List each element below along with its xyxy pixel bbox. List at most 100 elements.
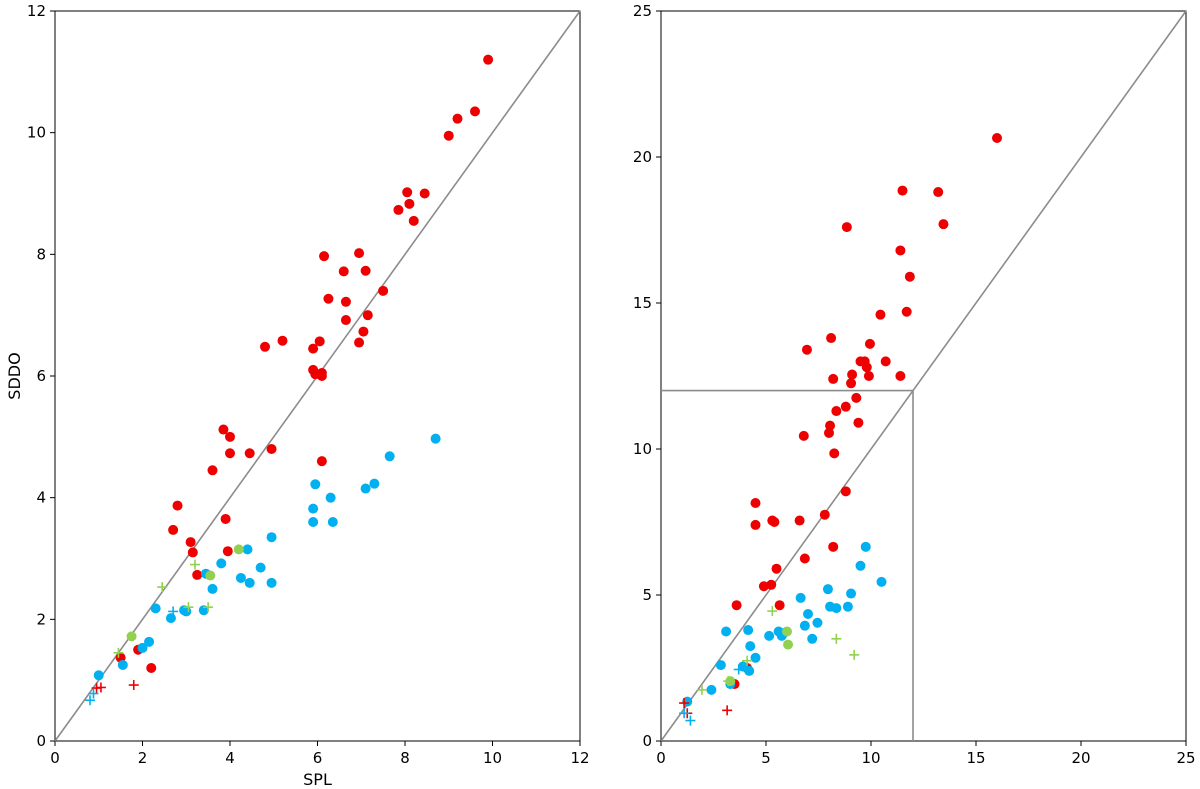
left-blue-circle-point: [255, 562, 266, 573]
right-red-circle-point: [861, 362, 872, 373]
left-y-tick-label: 0: [36, 732, 46, 750]
left-x-tick-label: 10: [483, 749, 502, 767]
right-red-circle-point: [771, 563, 782, 574]
right-green-plus-point: [723, 676, 734, 687]
right-x-tick-label: 10: [861, 749, 880, 767]
left-blue-circle-point: [310, 479, 321, 490]
left-red-circle-point: [340, 296, 351, 307]
left-red-circle-point: [443, 130, 454, 141]
right-green-plus-point: [742, 655, 753, 666]
right-blue-circle-point: [807, 633, 818, 644]
right-x-tick-label: 15: [966, 749, 985, 767]
right-x-tick-label: 25: [1176, 749, 1195, 767]
right-blue-plus-point: [679, 708, 690, 719]
right-blue-circle-point: [846, 588, 857, 599]
right-red-circle-point: [901, 306, 912, 317]
right-x-tick-label: 5: [761, 749, 771, 767]
right-red-circle-point: [875, 309, 886, 320]
right-y-tick-label: 15: [633, 294, 652, 312]
right-red-circle-point: [846, 378, 857, 389]
right-red-circle-point: [840, 401, 851, 412]
right-x-tick-label: 20: [1071, 749, 1090, 767]
right-red-circle-point: [750, 498, 761, 509]
right-red-circle-point: [828, 541, 839, 552]
left-blue-circle-point: [308, 517, 319, 527]
left-blue-circle-point: [266, 532, 277, 543]
right-red-circle-point: [794, 515, 805, 526]
left-blue-circle-point: [327, 517, 338, 527]
right-y-tick-label: 5: [642, 586, 652, 604]
right-y-tick-label: 10: [633, 440, 652, 458]
left-blue-circle-point: [360, 483, 371, 494]
right-red-circle-point: [824, 427, 834, 438]
right-red-circle-point: [819, 509, 830, 520]
right-red-circle-point: [799, 553, 810, 564]
left-y-tick-label: 4: [36, 489, 46, 507]
left-blue-circle-point: [325, 492, 336, 503]
right-red-circle-point: [938, 219, 949, 230]
left-x-tick-label: 6: [313, 749, 323, 767]
left-green-circle-point: [205, 570, 216, 581]
left-red-circle-point: [168, 524, 179, 535]
left-blue-circle-point: [266, 577, 277, 588]
left-y-tick-label: 10: [27, 124, 46, 142]
right-red-circle-point: [825, 420, 836, 431]
left-red-circle-point: [408, 215, 419, 226]
right-red-circle-point: [847, 369, 858, 380]
left-blue-circle-point: [384, 451, 395, 462]
right-blue-circle-point: [721, 626, 732, 637]
left-y-tick-label: 6: [36, 367, 46, 385]
left-x-tick-label: 0: [50, 749, 60, 767]
right-green-plus-point: [696, 684, 707, 695]
left-blue-circle-point: [244, 577, 255, 588]
left-red-circle-point: [207, 465, 218, 476]
left-red-circle-point: [358, 326, 369, 337]
right-scatter-panel: 0 5 10 15 20 25 0 5 10 15 20 25: [633, 2, 1196, 767]
left-blue-circle-point: [137, 642, 148, 653]
right-green-plus-point: [767, 606, 778, 617]
left-red-circle-point: [338, 266, 349, 277]
left-y-tick-label: 8: [36, 245, 46, 263]
left-red-circle-point: [266, 444, 277, 454]
right-blue-circle-point: [743, 625, 754, 636]
left-red-circle-point: [483, 54, 494, 65]
left-red-circle-point: [402, 187, 413, 198]
left-red-circle-point: [222, 546, 233, 557]
right-blue-circle-point: [715, 660, 726, 671]
left-blue-circle-point: [117, 659, 128, 670]
right-red-circle-point: [829, 448, 840, 459]
right-red-circle-point: [840, 486, 851, 497]
left-blue-circle-point: [308, 503, 319, 514]
right-blue-circle-point: [822, 584, 833, 595]
left-y-axis-title: SDDO: [5, 352, 24, 399]
left-red-circle-point: [308, 343, 319, 354]
left-green-plus-point: [203, 602, 214, 613]
right-red-circle-point: [798, 430, 809, 441]
right-green-plus-point: [849, 649, 860, 660]
left-red-plus-point: [95, 682, 106, 693]
right-y-tick-label: 25: [633, 2, 652, 20]
left-blue-circle-point: [207, 583, 218, 594]
right-red-circle-point: [774, 600, 785, 611]
left-red-circle-point: [218, 424, 229, 435]
left-x-tick-label: 12: [570, 749, 589, 767]
left-x-tick-label: 8: [400, 749, 410, 767]
right-reference-line-0: [660, 10, 1187, 742]
right-red-circle-point: [831, 406, 842, 417]
right-red-circle-point: [841, 222, 852, 233]
right-red-plus-point: [722, 705, 733, 716]
left-blue-circle-point: [216, 558, 227, 569]
right-blue-circle-point: [831, 603, 842, 614]
right-red-circle-point: [828, 373, 839, 384]
left-red-circle-point: [354, 337, 365, 348]
left-red-circle-point: [185, 537, 196, 548]
right-red-circle-point: [826, 333, 837, 344]
left-blue-circle-point: [150, 603, 161, 614]
left-red-circle-point: [340, 315, 351, 326]
left-red-circle-point: [316, 456, 327, 467]
right-red-circle-point: [801, 344, 812, 355]
left-red-circle-point: [260, 341, 270, 352]
left-red-circle-point: [244, 448, 255, 459]
right-red-circle-point: [750, 519, 761, 530]
left-blue-circle-point: [369, 478, 380, 489]
